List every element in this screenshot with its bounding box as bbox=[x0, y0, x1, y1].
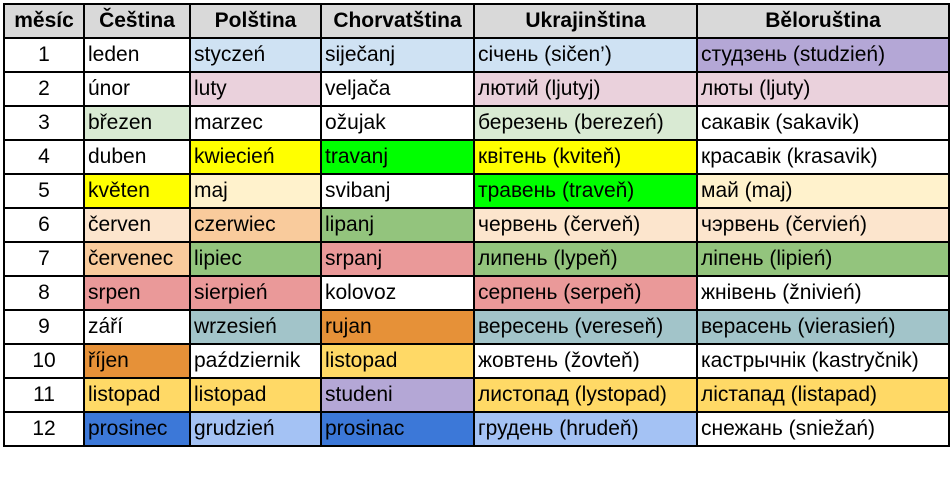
month-number-cell: 1 bbox=[3, 37, 85, 73]
month-number-cell: 4 bbox=[3, 139, 85, 175]
header-ukrainian: Ukrajinština bbox=[473, 3, 698, 39]
polish-month-cell: luty bbox=[189, 71, 322, 107]
belarusian-month-cell: май (maj) bbox=[696, 173, 950, 209]
belarusian-month-cell: ліпень (lipień) bbox=[696, 241, 950, 277]
czech-month-cell: červenec bbox=[83, 241, 191, 277]
czech-month-cell: květen bbox=[83, 173, 191, 209]
belarusian-month-cell: верасень (vierasień) bbox=[696, 309, 950, 345]
croatian-month-cell: srpanj bbox=[320, 241, 475, 277]
polish-month-cell: sierpień bbox=[189, 275, 322, 311]
ukrainian-month-cell: червень (červeň) bbox=[473, 207, 698, 243]
table-row: 5 květen maj svibanj травень (traveň) май (ma… bbox=[3, 173, 950, 209]
belarusian-month-cell: кастрычнік (kastryčnik) bbox=[696, 343, 950, 379]
polish-month-cell: marzec bbox=[189, 105, 322, 141]
polish-month-cell: styczeń bbox=[189, 37, 322, 73]
czech-month-cell: červen bbox=[83, 207, 191, 243]
table-row: 6 červen czerwiec lipanj червень (červeň) чэр… bbox=[3, 207, 950, 243]
table-row: 3 březen marzec ožujak березень (berezeń) сак… bbox=[3, 105, 950, 141]
polish-month-cell: listopad bbox=[189, 377, 322, 413]
month-number-cell: 11 bbox=[3, 377, 85, 413]
month-number-cell: 10 bbox=[3, 343, 85, 379]
ukrainian-month-cell: вересень (vereseň) bbox=[473, 309, 698, 345]
belarusian-month-cell: сакавік (sakavik) bbox=[696, 105, 950, 141]
croatian-month-cell: listopad bbox=[320, 343, 475, 379]
ukrainian-month-cell: лютий (ljutyj) bbox=[473, 71, 698, 107]
polish-month-cell: kwiecień bbox=[189, 139, 322, 175]
table-row: 11 listopad listopad studeni листопад (lysto… bbox=[3, 377, 950, 413]
month-number-cell: 6 bbox=[3, 207, 85, 243]
belarusian-month-cell: люты (ljuty) bbox=[696, 71, 950, 107]
czech-month-cell: únor bbox=[83, 71, 191, 107]
czech-month-cell: září bbox=[83, 309, 191, 345]
header-belarusian: Běloruština bbox=[696, 3, 950, 39]
belarusian-month-cell: красавік (krasavik) bbox=[696, 139, 950, 175]
table-row: 7 červenec lipiec srpanj липень (lypeň) ліпен… bbox=[3, 241, 950, 277]
polish-month-cell: czerwiec bbox=[189, 207, 322, 243]
month-number-cell: 7 bbox=[3, 241, 85, 277]
croatian-month-cell: studeni bbox=[320, 377, 475, 413]
month-number-cell: 2 bbox=[3, 71, 85, 107]
croatian-month-cell: ožujak bbox=[320, 105, 475, 141]
ukrainian-month-cell: грудень (hrudeň) bbox=[473, 411, 698, 447]
month-number-cell: 12 bbox=[3, 411, 85, 447]
croatian-month-cell: rujan bbox=[320, 309, 475, 345]
czech-month-cell: srpen bbox=[83, 275, 191, 311]
ukrainian-month-cell: серпень (serpeň) bbox=[473, 275, 698, 311]
ukrainian-month-cell: січень (sičen’) bbox=[473, 37, 698, 73]
header-czech: Čeština bbox=[83, 3, 191, 39]
ukrainian-month-cell: жовтень (žovteň) bbox=[473, 343, 698, 379]
croatian-month-cell: kolovoz bbox=[320, 275, 475, 311]
polish-month-cell: lipiec bbox=[189, 241, 322, 277]
month-names-table: měsíc Čeština Polština Chorvatština Ukra… bbox=[3, 3, 950, 447]
header-row: měsíc Čeština Polština Chorvatština Ukra… bbox=[3, 3, 950, 39]
ukrainian-month-cell: квітень (kviteň) bbox=[473, 139, 698, 175]
croatian-month-cell: siječanj bbox=[320, 37, 475, 73]
polish-month-cell: wrzesień bbox=[189, 309, 322, 345]
croatian-month-cell: travanj bbox=[320, 139, 475, 175]
month-number-cell: 5 bbox=[3, 173, 85, 209]
belarusian-month-cell: снежань (sniežań) bbox=[696, 411, 950, 447]
czech-month-cell: prosinec bbox=[83, 411, 191, 447]
table-row: 2 únor luty veljača лютий (ljutyj) люты (ljut… bbox=[3, 71, 950, 107]
czech-month-cell: duben bbox=[83, 139, 191, 175]
ukrainian-month-cell: листопад (lystopad) bbox=[473, 377, 698, 413]
polish-month-cell: maj bbox=[189, 173, 322, 209]
croatian-month-cell: lipanj bbox=[320, 207, 475, 243]
header-croatian: Chorvatština bbox=[320, 3, 475, 39]
croatian-month-cell: veljača bbox=[320, 71, 475, 107]
croatian-month-cell: prosinac bbox=[320, 411, 475, 447]
table-row: 8 srpen sierpień kolovoz серпень (serpeň) жні… bbox=[3, 275, 950, 311]
czech-month-cell: listopad bbox=[83, 377, 191, 413]
czech-month-cell: říjen bbox=[83, 343, 191, 379]
ukrainian-month-cell: травень (traveň) bbox=[473, 173, 698, 209]
ukrainian-month-cell: липень (lypeň) bbox=[473, 241, 698, 277]
table-row: 4 duben kwiecień travanj квітень (kviteň) кра… bbox=[3, 139, 950, 175]
czech-month-cell: březen bbox=[83, 105, 191, 141]
belarusian-month-cell: студзень (studzień) bbox=[696, 37, 950, 73]
belarusian-month-cell: лістапад (listapad) bbox=[696, 377, 950, 413]
belarusian-month-cell: жнівень (žnivień) bbox=[696, 275, 950, 311]
header-polish: Polština bbox=[189, 3, 322, 39]
polish-month-cell: październik bbox=[189, 343, 322, 379]
belarusian-month-cell: чэрвень (červień) bbox=[696, 207, 950, 243]
header-month-number: měsíc bbox=[3, 3, 85, 39]
table-row: 1 leden styczeń siječanj січень (sičen’) студ… bbox=[3, 37, 950, 73]
table-row: 12 prosinec grudzień prosinac грудень (hrude… bbox=[3, 411, 950, 447]
czech-month-cell: leden bbox=[83, 37, 191, 73]
polish-month-cell: grudzień bbox=[189, 411, 322, 447]
month-number-cell: 9 bbox=[3, 309, 85, 345]
ukrainian-month-cell: березень (berezeń) bbox=[473, 105, 698, 141]
table-row: 9 září wrzesień rujan вересень (vereseň) вера… bbox=[3, 309, 950, 345]
month-number-cell: 8 bbox=[3, 275, 85, 311]
table-row: 10 říjen październik listopad жовтень (žovte… bbox=[3, 343, 950, 379]
croatian-month-cell: svibanj bbox=[320, 173, 475, 209]
month-number-cell: 3 bbox=[3, 105, 85, 141]
